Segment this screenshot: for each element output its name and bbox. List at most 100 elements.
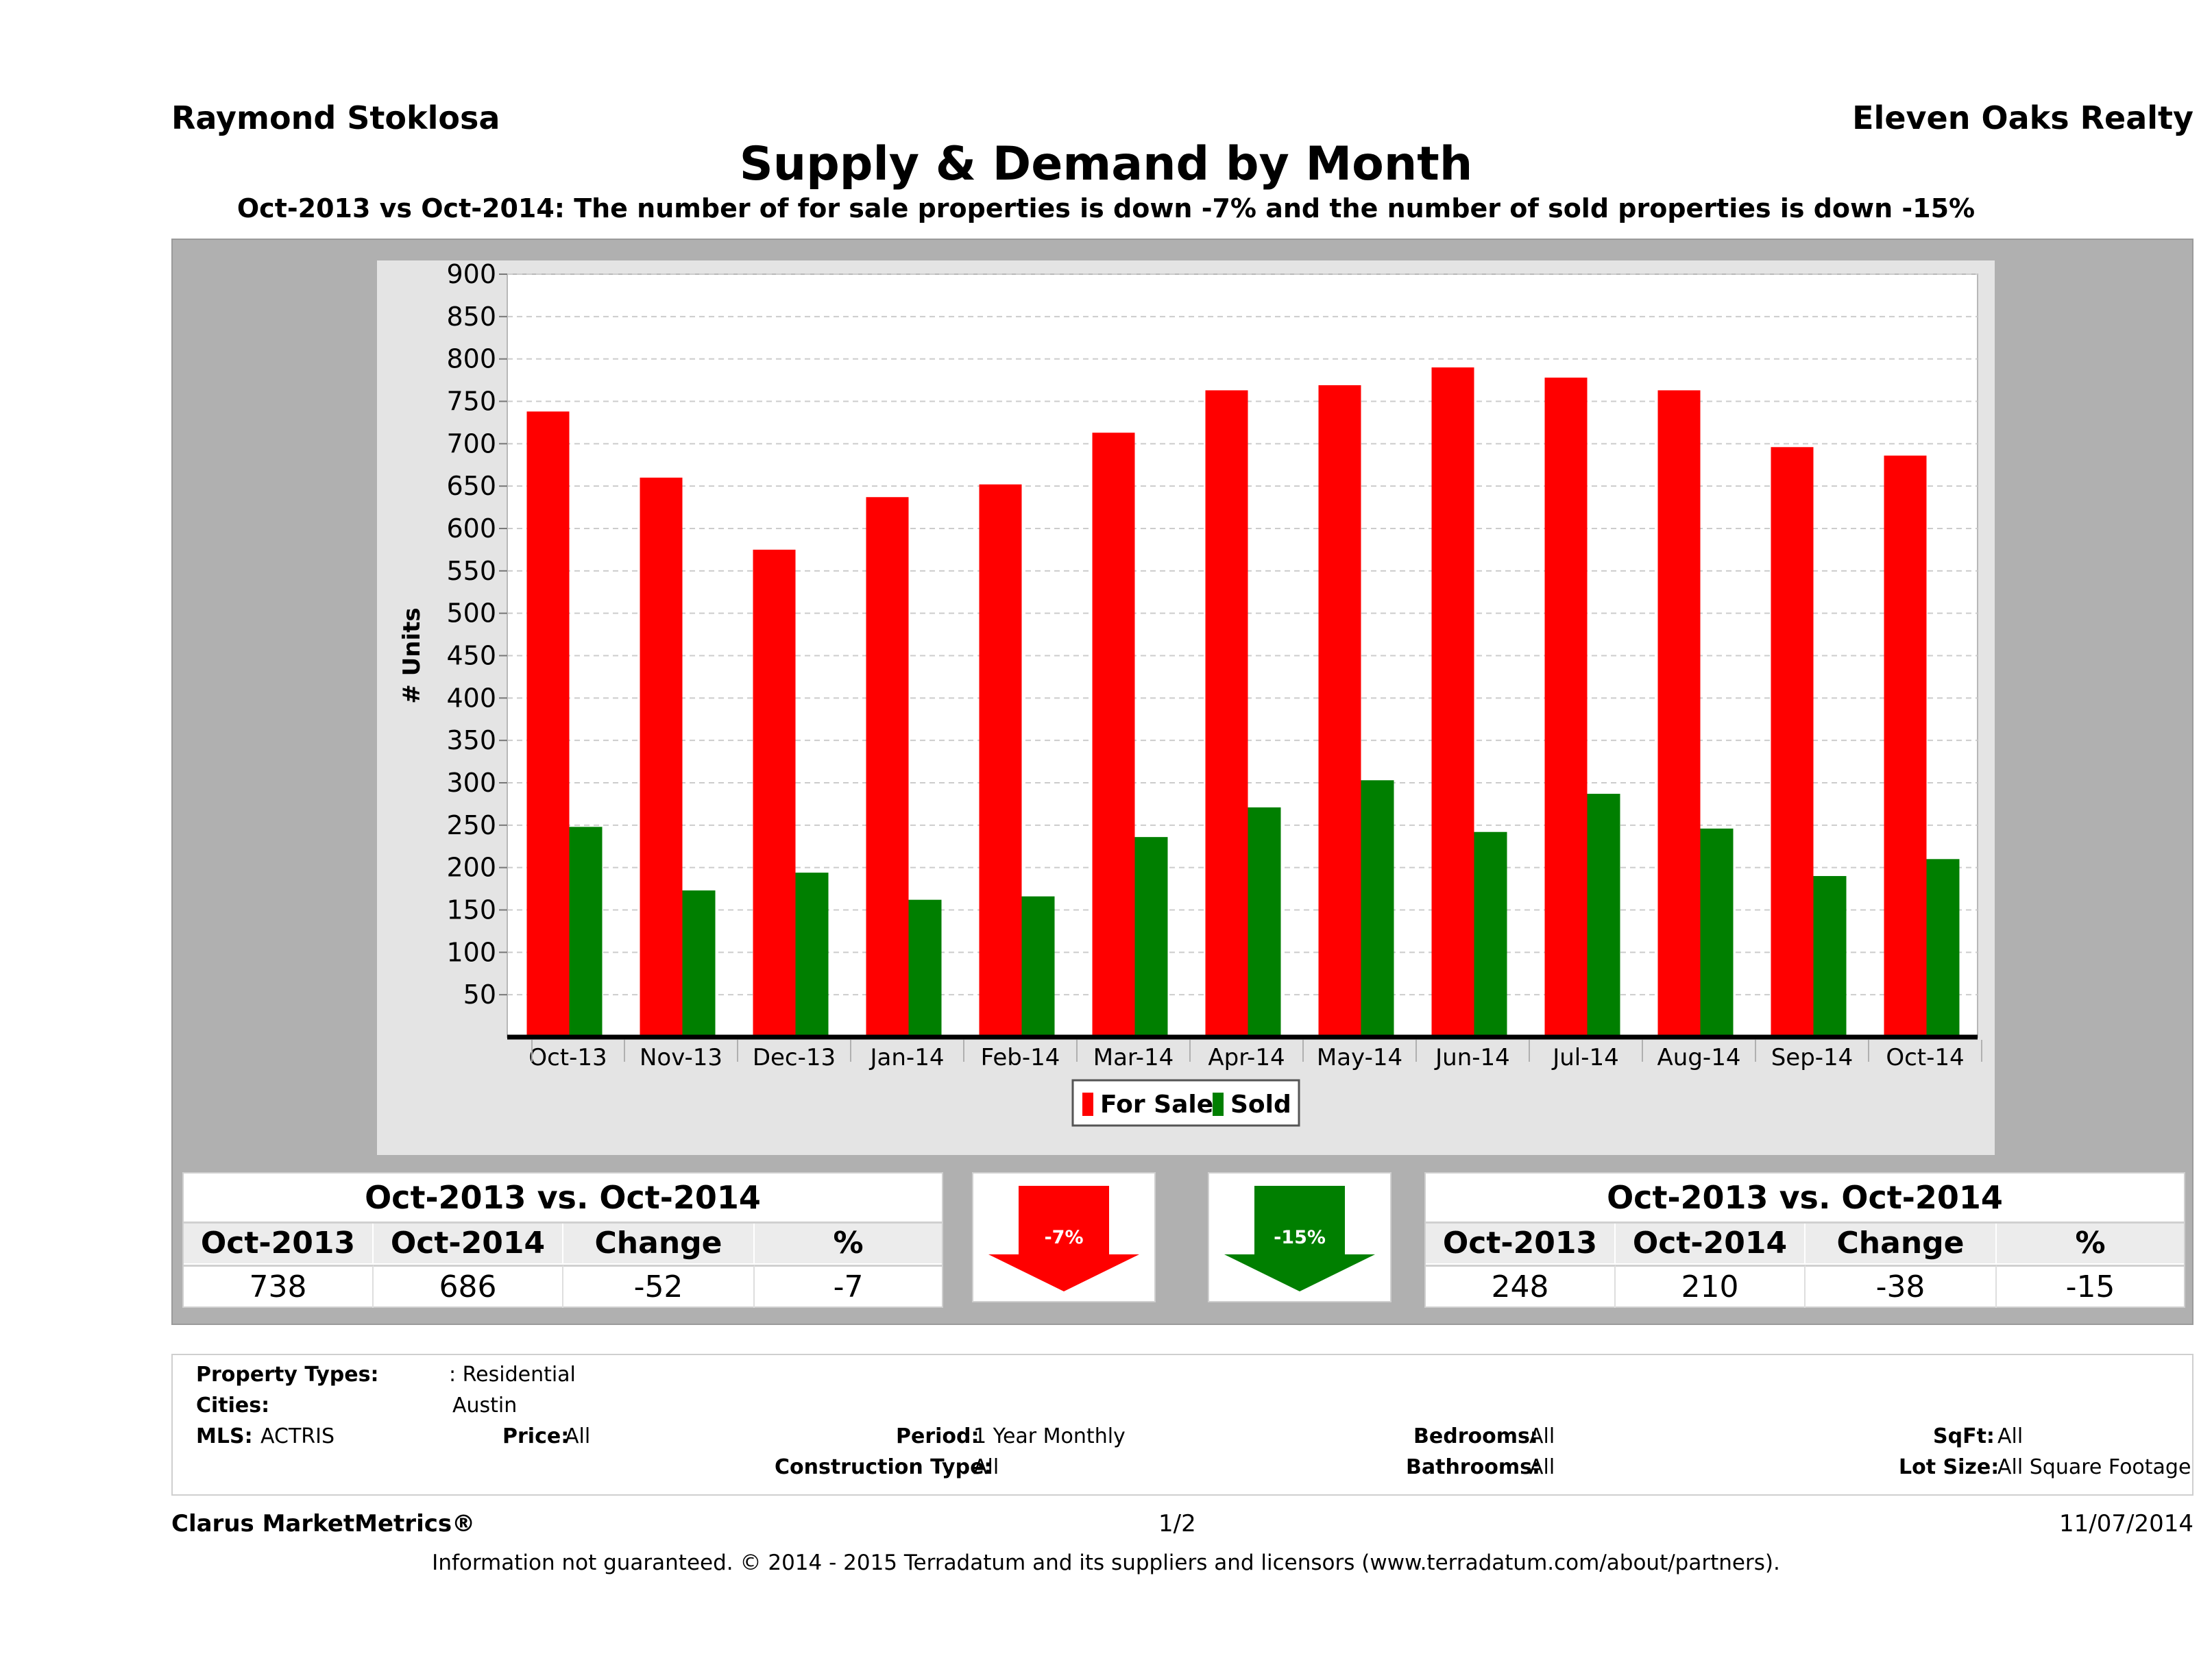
- property-types-value: : Residential: [449, 1363, 576, 1387]
- sold-header-percent: %: [1997, 1224, 2184, 1263]
- x-tick-label: Jan-14: [869, 1044, 945, 1071]
- for-sale-header-oct2013: Oct-2013: [184, 1224, 374, 1263]
- bar-sold-dec-13: [795, 873, 829, 1037]
- x-tick-label: Nov-13: [640, 1044, 722, 1071]
- sold-header-oct2013: Oct-2013: [1426, 1224, 1616, 1263]
- for-sale-header-oct2014: Oct-2014: [374, 1224, 563, 1263]
- bar-sold-jun-14: [1474, 831, 1507, 1037]
- x-tick-label: Oct-14: [1886, 1044, 1964, 1071]
- for-sale-header-percent: %: [755, 1224, 942, 1263]
- bar-sold-apr-14: [1248, 807, 1281, 1037]
- y-tick-label: 450: [446, 641, 496, 671]
- for-sale-value-change: -52: [563, 1265, 755, 1308]
- legend-swatch-sold: [1213, 1093, 1224, 1116]
- x-tick-label: Jun-14: [1434, 1044, 1510, 1071]
- sold-change-arrow-box: -15%: [1208, 1172, 1391, 1302]
- bar-sold-jan-14: [908, 899, 942, 1037]
- sold-stats-title: Oct-2013 vs. Oct-2014: [1426, 1174, 2184, 1224]
- sold-header-oct2014: Oct-2014: [1616, 1224, 1806, 1263]
- x-tick-label: May-14: [1317, 1044, 1402, 1071]
- bar-for-sale-feb-14: [979, 484, 1022, 1037]
- x-tick-label: Sep-14: [1771, 1044, 1854, 1071]
- y-tick-label: 300: [446, 768, 496, 798]
- sqft-label: SqFt:: [1933, 1424, 1995, 1448]
- bathrooms-label: Bathrooms:: [1406, 1455, 1540, 1479]
- y-axis-label: # Units: [398, 607, 426, 703]
- x-tick-label: Apr-14: [1208, 1044, 1285, 1071]
- period-value: 1 Year Monthly: [973, 1424, 1126, 1448]
- sqft-value: All: [1997, 1424, 2023, 1448]
- down-arrow-red-icon: [988, 1186, 1139, 1291]
- search-criteria-box: [171, 1354, 2193, 1496]
- y-tick-label: 900: [446, 260, 496, 289]
- bar-sold-oct-14: [1926, 859, 1960, 1037]
- for-sale-value-oct2013: 738: [184, 1265, 374, 1308]
- sold-value-oct2014: 210: [1616, 1265, 1806, 1308]
- legend-swatch-for-sale: [1082, 1093, 1093, 1116]
- legend-label-for-sale: For Sale: [1100, 1091, 1213, 1119]
- disclaimer: Information not guaranteed. © 2014 - 201…: [432, 1551, 1780, 1575]
- page-subtitle: Oct-2013 vs Oct-2014: The number of for …: [236, 193, 1976, 223]
- sold-value-percent: -15: [1997, 1265, 2184, 1308]
- bar-sold-jul-14: [1587, 794, 1620, 1037]
- period-label: Period:: [896, 1424, 980, 1448]
- bar-sold-sep-14: [1813, 876, 1847, 1037]
- y-tick-label: 100: [446, 937, 496, 967]
- y-tick-label: 700: [446, 428, 496, 459]
- for-sale-value-oct2014: 686: [374, 1265, 563, 1308]
- y-tick-label: 650: [446, 471, 496, 501]
- lot-size-value: All Square Footage: [1997, 1455, 2191, 1479]
- page-title: Supply & Demand by Month: [739, 137, 1473, 191]
- x-tick-label: Aug-14: [1657, 1044, 1741, 1071]
- construction-type-value: All: [973, 1455, 999, 1479]
- company-name: Eleven Oaks Realty: [1852, 99, 2193, 136]
- mls-label: MLS:: [196, 1424, 253, 1448]
- bar-sold-feb-14: [1021, 896, 1055, 1037]
- bar-for-sale-jan-14: [866, 497, 909, 1037]
- bar-sold-mar-14: [1134, 837, 1168, 1037]
- report-date: 11/07/2014: [2059, 1510, 2193, 1537]
- bar-for-sale-nov-13: [640, 477, 683, 1037]
- sold-value-oct2013: 248: [1426, 1265, 1616, 1308]
- for-sale-stats-box: Oct-2013 vs. Oct-2014 Oct-2013 Oct-2014 …: [182, 1172, 943, 1308]
- bar-for-sale-oct-14: [1884, 455, 1927, 1037]
- bedrooms-value: All: [1529, 1424, 1555, 1448]
- property-types-label: Property Types:: [196, 1363, 379, 1387]
- bathrooms-value: All: [1529, 1455, 1555, 1479]
- x-tick-label: Jul-14: [1551, 1044, 1619, 1071]
- for-sale-header-change: Change: [563, 1224, 755, 1263]
- sold-header-change: Change: [1806, 1224, 1997, 1263]
- y-tick-label: 400: [446, 683, 496, 713]
- bar-for-sale-mar-14: [1092, 433, 1135, 1037]
- y-tick-label: 50: [463, 980, 496, 1010]
- bar-sold-may-14: [1361, 780, 1394, 1037]
- sold-value-change: -38: [1806, 1265, 1997, 1308]
- bar-for-sale-oct-13: [526, 411, 570, 1037]
- cities-value: Austin: [452, 1394, 518, 1418]
- legend-label-sold: Sold: [1230, 1091, 1291, 1119]
- price-label: Price:: [502, 1424, 570, 1448]
- bar-sold-oct-13: [569, 827, 603, 1037]
- footer-brand: Clarus MarketMetrics®: [171, 1510, 476, 1537]
- x-tick-label: Dec-13: [753, 1044, 836, 1071]
- cities-label: Cities:: [196, 1394, 270, 1418]
- y-tick-label: 250: [446, 810, 496, 840]
- bar-for-sale-apr-14: [1205, 390, 1248, 1037]
- bar-for-sale-jun-14: [1431, 367, 1474, 1037]
- for-sale-change-label: -7%: [1044, 1227, 1084, 1248]
- page-number: 1/2: [1158, 1510, 1196, 1537]
- bar-for-sale-aug-14: [1657, 390, 1701, 1037]
- y-tick-label: 500: [446, 598, 496, 629]
- x-tick-label: Mar-14: [1093, 1044, 1174, 1071]
- y-tick-label: 350: [446, 725, 496, 755]
- legend-box: [1071, 1079, 1300, 1127]
- bedrooms-label: Bedrooms:: [1413, 1424, 1538, 1448]
- y-tick-label: 200: [446, 853, 496, 883]
- agent-name: Raymond Stoklosa: [171, 99, 500, 136]
- x-tick-label: Feb-14: [981, 1044, 1060, 1071]
- for-sale-stats-title: Oct-2013 vs. Oct-2014: [184, 1174, 942, 1224]
- y-tick-label: 550: [446, 556, 496, 586]
- sold-stats-box: Oct-2013 vs. Oct-2014 Oct-2013 Oct-2014 …: [1424, 1172, 2185, 1308]
- bar-for-sale-dec-13: [753, 549, 796, 1037]
- y-tick-label: 850: [446, 302, 496, 332]
